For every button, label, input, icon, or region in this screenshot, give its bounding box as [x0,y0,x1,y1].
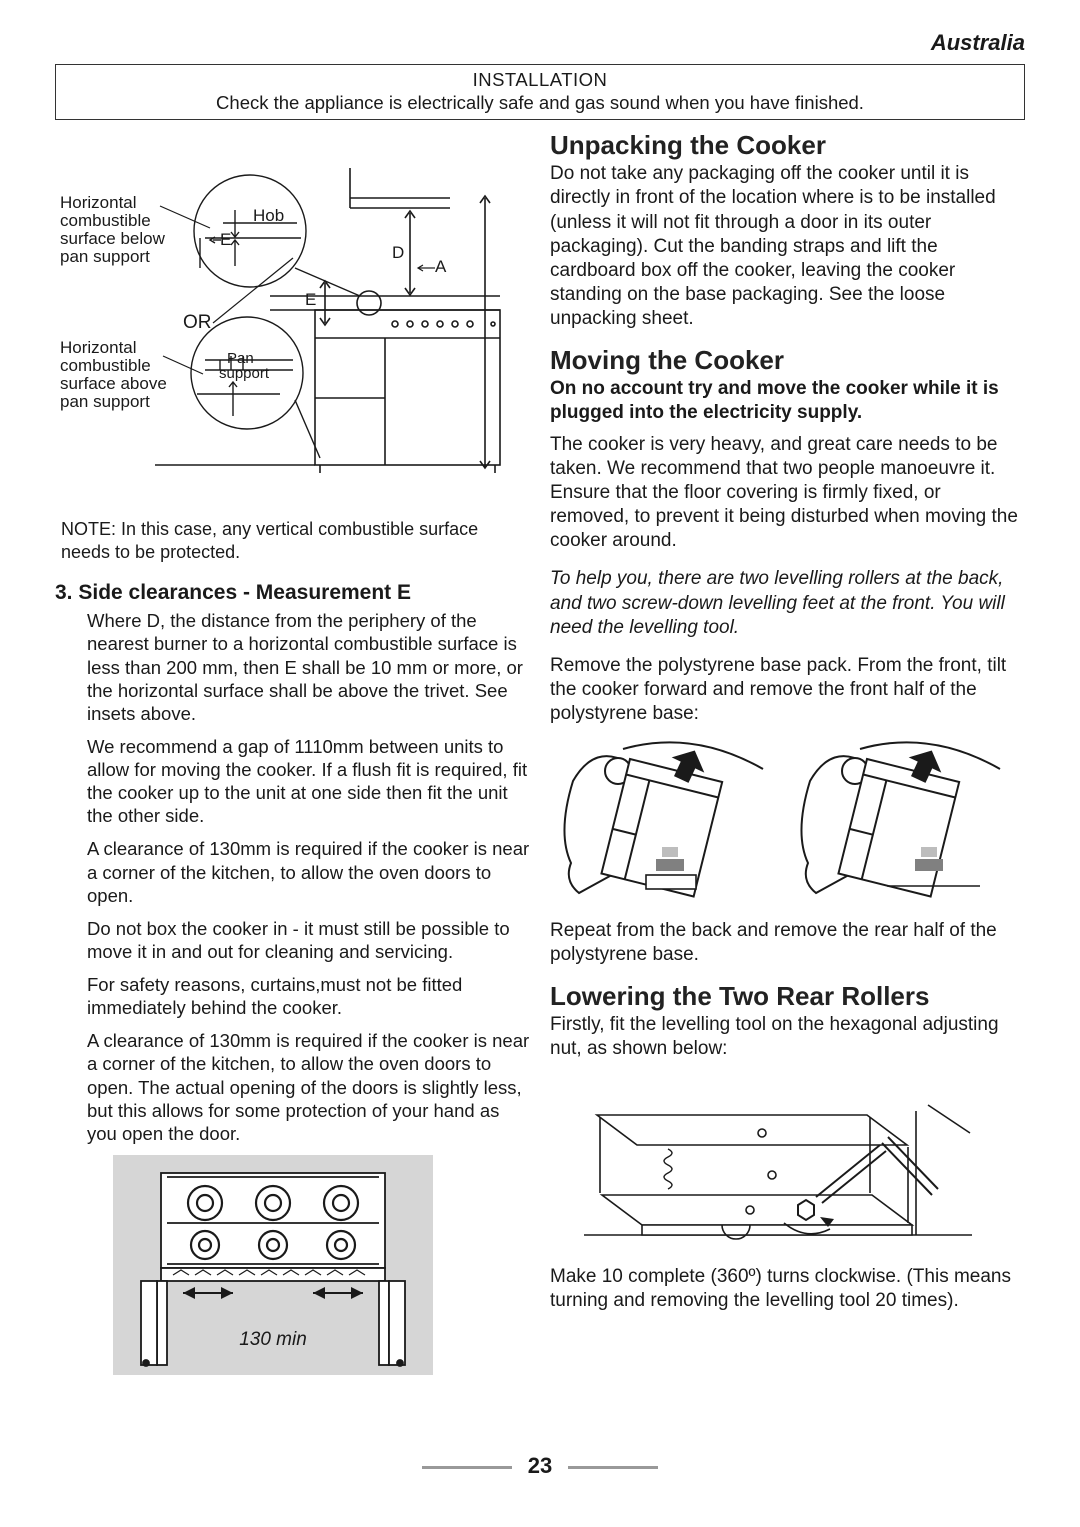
installation-safety-box: INSTALLATION Check the appliance is elec… [55,64,1025,120]
s3-p1: Where D, the distance from the periphery… [87,609,530,725]
rollers-p2: Make 10 complete (360º) turns clockwise.… [550,1265,1025,1313]
svg-text:pan support: pan support [60,247,150,266]
clearance-figure: 130 min [113,1155,530,1380]
unpacking-heading: Unpacking the Cooker [550,130,1025,161]
page-footer: 23 [0,1453,1080,1479]
installation-title: INSTALLATION [66,68,1014,91]
moving-p1: The cooker is very heavy, and great care… [550,433,1025,554]
rollers-p1: Firstly, fit the levelling tool on the h… [550,1013,1025,1061]
moving-p2: Remove the polystyrene base pack. From t… [550,654,1025,726]
unpacking-p: Do not take any packaging off the cooker… [550,162,1025,331]
svg-text:Horizontal: Horizontal [60,193,137,212]
svg-text:surface above: surface above [60,374,167,393]
section-3-heading: 3. Side clearances - Measurement E [55,581,530,605]
rollers-heading: Lowering the Two Rear Rollers [550,981,1025,1012]
moving-italic: To help you, there are two levelling rol… [550,567,1025,640]
s3-p4: Do not box the cooker in - it must still… [87,917,530,963]
s3-p2: We recommend a gap of 1110mm between uni… [87,735,530,828]
s3-p6: A clearance of 130mm is required if the … [87,1029,530,1145]
moving-p3: Repeat from the back and remove the rear… [550,919,1025,967]
svg-text:D: D [392,243,404,262]
svg-text:130 min: 130 min [239,1329,307,1350]
svg-text:Hob: Hob [253,206,284,225]
svg-text:E: E [220,230,231,249]
page-number: 23 [528,1453,552,1478]
tilting-figures [550,741,1025,911]
footer-bar-left [422,1466,512,1469]
clearance-diagram: E Hob Horizontal combustible surface bel… [55,138,530,508]
diagram-note: NOTE: In this case, any vertical combust… [55,518,530,563]
svg-text:combustible: combustible [60,211,151,230]
svg-text:A: A [435,257,447,276]
svg-text:pan support: pan support [60,392,150,411]
svg-text:E: E [305,290,316,309]
installation-subtitle: Check the appliance is electrically safe… [66,91,1014,114]
s3-p3: A clearance of 130mm is required if the … [87,837,530,906]
right-column: Unpacking the Cooker Do not take any pac… [550,130,1025,1380]
roller-figure [572,1075,1025,1255]
moving-heading: Moving the Cooker [550,345,1025,376]
svg-text:OR: OR [183,312,212,333]
svg-text:support: support [219,365,270,382]
s3-p5: For safety reasons, curtains,must not be… [87,973,530,1019]
svg-text:combustible: combustible [60,356,151,375]
svg-text:Horizontal: Horizontal [60,338,137,357]
left-column: E Hob Horizontal combustible surface bel… [55,130,530,1380]
footer-bar-right [568,1466,658,1469]
header-region: Australia [55,30,1025,56]
svg-text:surface below: surface below [60,229,166,248]
moving-lead: On no account try and move the cooker wh… [550,377,1025,425]
